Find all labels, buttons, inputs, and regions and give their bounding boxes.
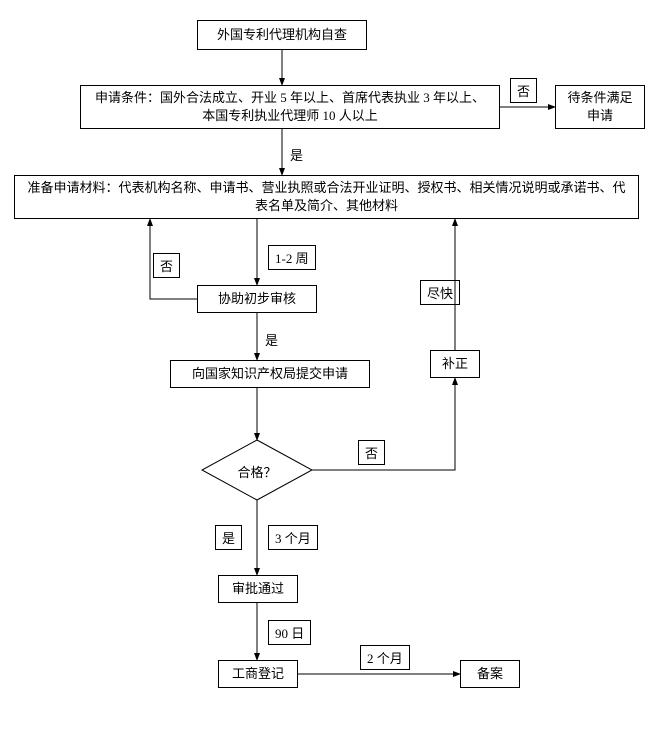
node-label: 待条件满足申请 (564, 89, 636, 125)
node-label: 补正 (442, 355, 468, 373)
node-assist-review: 协助初步审核 (197, 285, 317, 313)
node-filing: 备案 (460, 660, 520, 688)
node-label: 申请条件：国外合法成立、开业 5 年以上、首席代表执业 3 年以上、本国专利执业… (89, 89, 491, 125)
edge-label-asap: 尽快 (420, 280, 460, 305)
edge-label-no-2: 否 (153, 253, 180, 278)
node-approval: 审批通过 (218, 575, 298, 603)
node-label: 外国专利代理机构自查 (217, 26, 347, 44)
node-wait-conditions: 待条件满足申请 (555, 85, 645, 129)
edge-label-yes-3: 是 (215, 525, 242, 550)
node-label: 备案 (477, 665, 503, 683)
edge-label-90days: 90 日 (268, 620, 311, 645)
node-business-registration: 工商登记 (218, 660, 298, 688)
edge-label-no-3: 否 (358, 440, 385, 465)
edge-label-3months: 3 个月 (268, 525, 318, 550)
node-label: 向国家知识产权局提交申请 (192, 365, 348, 383)
edge-label-yes-1: 是 (290, 145, 303, 164)
node-qualified-decision: 合格？ (237, 462, 277, 481)
edge-label-yes-2: 是 (265, 330, 278, 349)
node-prepare-materials: 准备申请材料：代表机构名称、申请书、营业执照或合法开业证明、授权书、相关情况说明… (14, 175, 639, 219)
edge-label-2months: 2 个月 (360, 645, 410, 670)
edge-label-no-1: 否 (510, 78, 537, 103)
node-conditions: 申请条件：国外合法成立、开业 5 年以上、首席代表执业 3 年以上、本国专利执业… (80, 85, 500, 129)
node-label: 审批通过 (232, 580, 284, 598)
node-label: 合格？ (237, 465, 276, 480)
node-self-check: 外国专利代理机构自查 (197, 20, 367, 50)
node-label: 准备申请材料：代表机构名称、申请书、营业执照或合法开业证明、授权书、相关情况说明… (23, 179, 630, 215)
node-label: 协助初步审核 (218, 290, 296, 308)
edge-label-1-2weeks: 1-2 周 (268, 245, 316, 270)
node-correction: 补正 (430, 350, 480, 378)
node-submit-application: 向国家知识产权局提交申请 (170, 360, 370, 388)
node-label: 工商登记 (232, 665, 284, 683)
